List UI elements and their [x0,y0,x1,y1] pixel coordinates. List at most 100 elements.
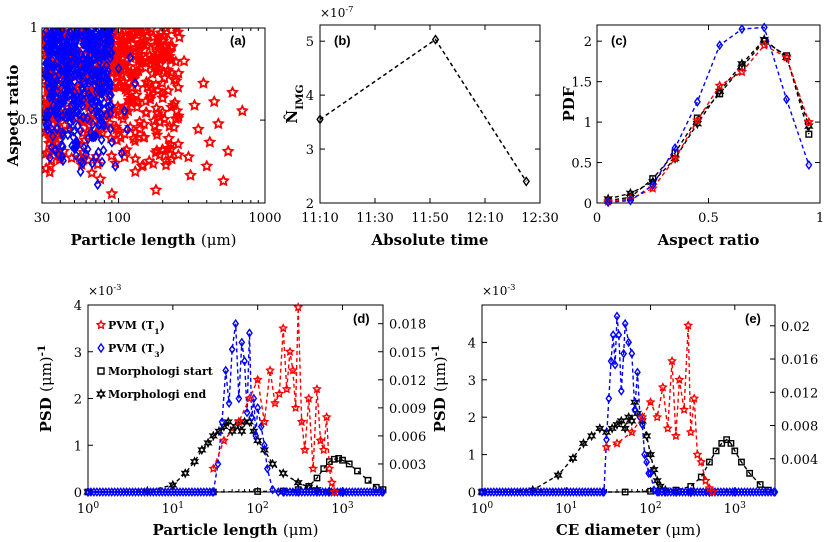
scatter-point-pvm-t3 [86,74,94,86]
scatter-point-pvm-t3 [71,37,80,49]
scatter-point-pvm-t3 [47,90,56,102]
data-point [339,456,346,464]
legend-label: Morphologi start [108,365,214,378]
scatter-point-pvm-t3 [91,47,100,59]
y-right-tick-label: 0.006 [389,430,426,445]
scatter-point-pvm-t1 [151,46,165,59]
scatter-point-pvm-t1 [85,166,99,179]
scatter-point [191,122,205,135]
scatter-point-pvm-t3 [87,103,95,115]
data-point [578,438,589,449]
scatter-point-pvm-t3 [89,131,98,143]
data-point [759,39,770,50]
data-point [587,430,597,442]
scatter-point-pvm-t3 [79,157,87,169]
scatter-point-pvm-t3 [98,84,107,96]
data-point [270,397,280,408]
legend-marker [97,342,105,354]
scatter-point [167,72,181,86]
scatter-point-pvm-t3 [100,97,108,109]
scatter-point-pvm-t1 [162,28,171,34]
scatter-point-pvm-t1 [120,81,133,93]
x-tick-label: 102 [247,501,269,517]
data-point [316,114,324,125]
data-point [327,477,337,487]
x-tick-label: 12:30 [521,211,558,226]
data-point [329,486,340,497]
data-point [641,449,648,460]
series-line [319,38,527,182]
data-point [290,402,301,413]
data-point [674,374,685,384]
data-point [645,468,653,479]
scatter-point-pvm-t3 [50,104,59,116]
scatter-point [226,85,240,99]
data-point [718,439,726,447]
data-point [693,96,701,107]
data-point [604,197,612,208]
scatter-point-pvm-t1 [161,63,175,76]
y-axis-label: N̂IMG [283,84,306,123]
scatter-point-pvm-t1 [146,157,160,170]
data-point [605,393,613,404]
scatter-point-pvm-t1 [82,153,95,166]
axis-multiplier: ×10-3 [88,282,122,298]
scatter-point [141,76,155,89]
data-point [269,484,276,495]
scatter-point-pvm-t3 [70,98,79,110]
scatter-point [170,104,184,117]
y-tick-label: 3 [306,143,314,158]
scatter-point-pvm-t3 [49,130,57,142]
scatter-point-pvm-t1 [138,34,152,47]
x-tick-label: 101 [162,501,184,517]
data-point [325,458,333,466]
data-point [649,464,659,475]
scatter-point [63,129,72,141]
scatter-point-pvm-t1 [42,161,53,174]
data-point [246,328,253,338]
scatter-point-pvm-t3 [60,78,69,90]
scatter-point-pvm-t1 [44,132,57,145]
series-line [608,26,810,203]
scatter-point-pvm-t1 [135,159,149,172]
data-point [568,453,578,464]
data-point [671,142,679,154]
x-tick-label: 11:30 [356,211,393,226]
y-tick-label: 3 [74,346,82,361]
scatter-point-pvm-t1 [110,133,124,146]
scatter-point-pvm-t3 [48,46,57,58]
scatter-point-pvm-t3 [53,49,61,61]
data-point [308,463,319,473]
data-point [274,487,282,497]
x-axis-label: Absolute time [371,231,489,249]
y-tick-label: 1 [468,449,476,464]
scatter-point-pvm-t1 [132,64,145,77]
scatter-point-pvm-t1 [152,64,165,77]
scatter-point-pvm-t1 [125,70,138,83]
scatter-point-pvm-t3 [64,73,73,85]
scatter-point [120,105,129,117]
data-point [324,463,335,473]
scatter-point-pvm-t3 [83,143,92,155]
scatter-point-pvm-t3 [94,76,103,88]
x-axis-label: CE diameter (μm) [556,521,701,539]
data-point [707,486,718,497]
y-right-tick-label: 0.009 [389,402,426,417]
y-tick-label: 0 [584,197,592,212]
scatter-point-pvm-t3 [91,130,100,143]
data-point [650,485,658,495]
scatter-point [96,118,105,130]
data-point [638,419,646,430]
series-line [608,44,810,203]
baseline-point [770,487,778,497]
scatter-point [181,150,195,163]
scatter-point-pvm-t1 [76,126,90,139]
scatter-point-pvm-t1 [149,49,163,62]
data-point [364,476,372,484]
y-tick-label: 4 [306,89,314,104]
baseline-point [599,487,607,497]
baseline-point [209,487,217,497]
data-point [595,423,605,434]
data-point [281,383,292,394]
